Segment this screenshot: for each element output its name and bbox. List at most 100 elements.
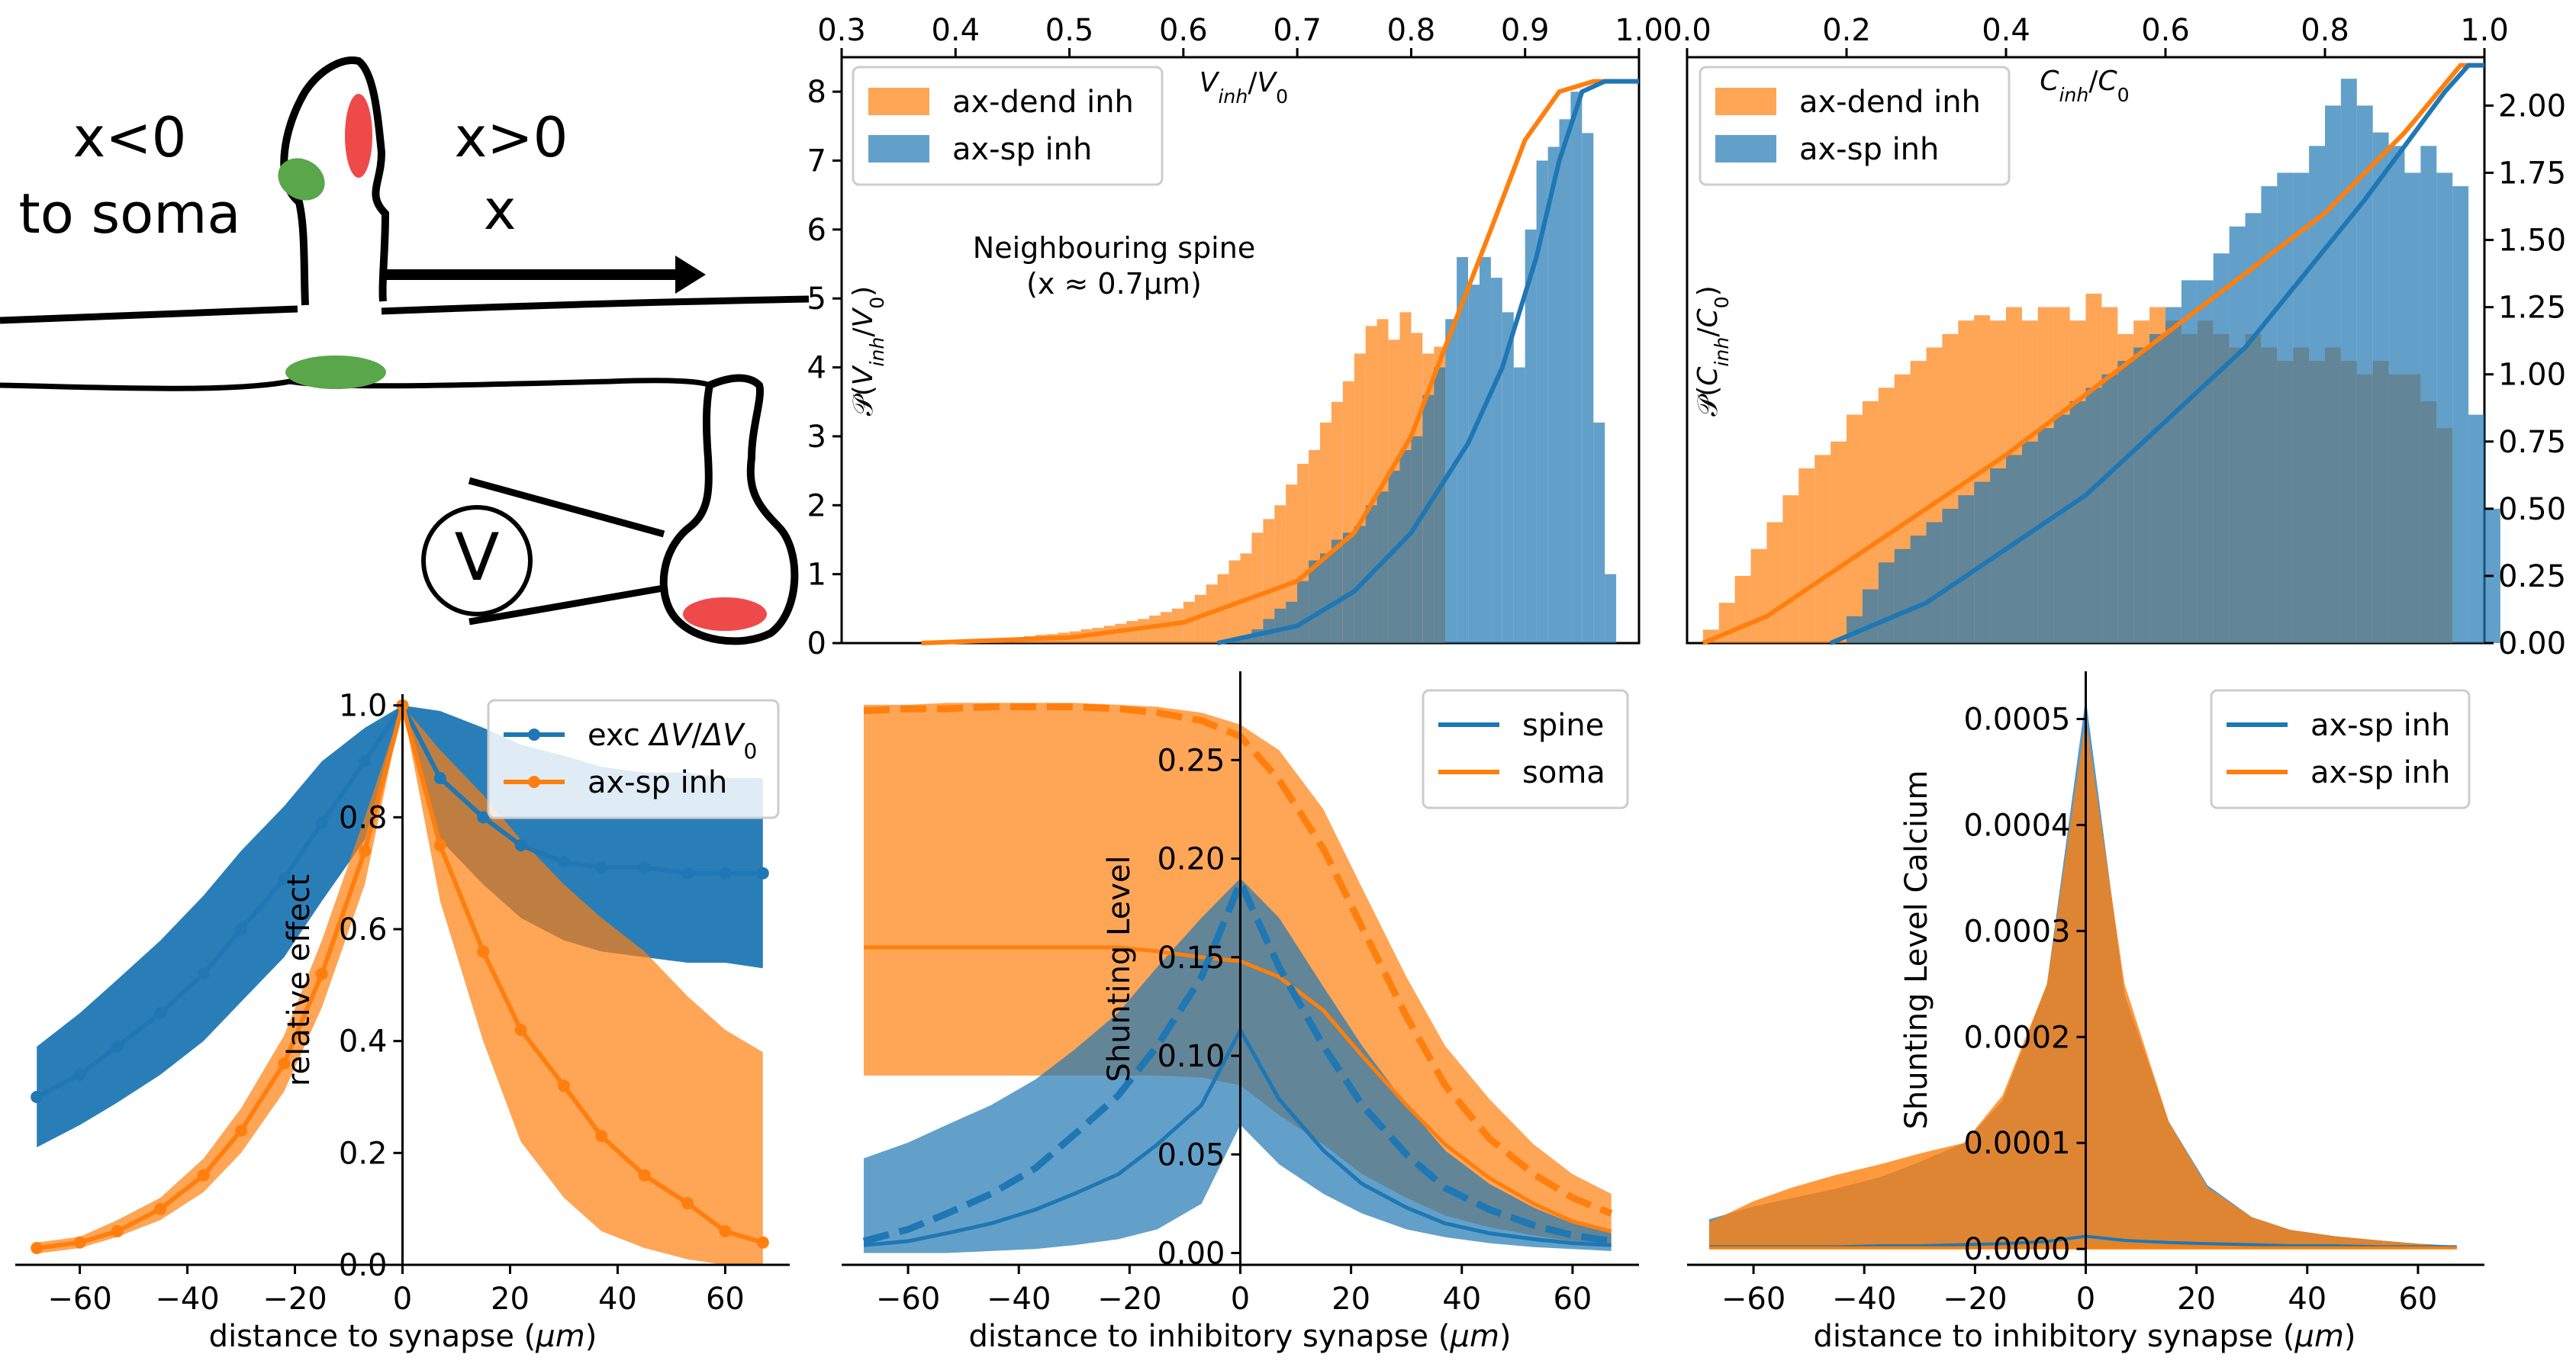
legend-marker-1 — [528, 776, 540, 788]
hist-c-xtick-label: 1.0 — [2460, 13, 2509, 48]
shunting-level-xtick-label: 60 — [1553, 1282, 1592, 1317]
hist-c-orange-bar — [1734, 575, 1751, 643]
hist-v-blue-bar — [1274, 608, 1286, 643]
hist-v-xtick-label: 0.3 — [817, 13, 866, 48]
hist-c-blue-bar — [2037, 428, 2054, 643]
legend-label-0: exc ΔV/ΔV0 — [588, 718, 757, 764]
relative-effect-point-orange — [154, 1202, 167, 1215]
hist-c-blue-bar — [1894, 548, 1911, 643]
relative-effect-point-orange — [111, 1225, 124, 1237]
hist-v-xtick-label: 0.7 — [1273, 13, 1322, 48]
legend-box — [1699, 66, 2011, 186]
shunting-level-ytick-label: 0.10 — [1157, 1039, 1225, 1074]
hist-c-orange-bar — [1847, 414, 1863, 643]
hist-v-orange-bar — [1251, 532, 1264, 643]
hist-v-annotation-1: Neighbouring spine — [973, 231, 1255, 265]
hist-c-blue-bar — [1910, 536, 1927, 643]
shunting-calcium-ytick-label: 0.0003 — [1964, 914, 2071, 949]
hist-v-ytick-label: 2 — [807, 488, 826, 523]
hist-c-ytick-label: 1.25 — [2498, 291, 2566, 326]
x-direction-arrow-head — [675, 256, 706, 294]
hist-c-blue-bar — [2436, 172, 2453, 643]
relative-effect-point-blue — [278, 873, 291, 885]
relative-effect-ylabel: relative effect — [282, 874, 317, 1086]
hist-c-orange-bar — [1862, 401, 1879, 643]
hist-c-orange-bar — [1814, 455, 1831, 643]
hist-v-blue-bar — [1445, 319, 1457, 643]
relative-effect-point-orange — [477, 945, 490, 958]
shunting-level-ytick-label: 0.05 — [1157, 1137, 1225, 1173]
relative-effect-xtick-label: 40 — [598, 1282, 637, 1317]
hist-v-blue-bar — [1411, 436, 1423, 643]
shunting-calcium-xtick-label: −40 — [1832, 1282, 1896, 1317]
hist-v-blue-bar — [1593, 422, 1605, 643]
bottom-spine-outline — [659, 374, 799, 645]
relative-effect-point-blue — [359, 755, 372, 767]
hist-c-blue-bar — [2229, 226, 2246, 643]
hist-c-orange-bar — [1750, 548, 1767, 643]
label-x-negative: x<0 — [73, 105, 187, 169]
hist-v-blue-bar — [1309, 560, 1320, 643]
hist-v-blue-bar — [1536, 160, 1548, 643]
hist-v-ytick-label: 3 — [807, 420, 826, 455]
hist-c-blue-bar — [2420, 146, 2437, 644]
relative-effect-xtick-label: 0 — [393, 1282, 412, 1317]
hist-c-ytick-label: 0.75 — [2498, 425, 2566, 460]
hist-v-ytick-label: 8 — [807, 75, 826, 110]
hist-v-xtick-label: 0.8 — [1387, 13, 1436, 48]
hist-v-orange-bar — [1171, 608, 1183, 643]
hist-c-cdf-blue — [1829, 63, 2484, 645]
hist-c-blue-bar — [2053, 414, 2070, 643]
shunting-calcium-ytick-label: 0.0001 — [1964, 1126, 2071, 1161]
label-to-soma: to soma — [19, 182, 241, 246]
hist-c-blue-bar — [2117, 361, 2134, 643]
relative-effect-point-orange — [638, 1169, 651, 1182]
relative-effect-point-blue — [154, 1007, 167, 1019]
hist-v-blue-bar — [1377, 491, 1389, 643]
hist-v-blue-bar — [1342, 532, 1354, 643]
hist-v-blue-bar — [1605, 574, 1617, 643]
relative-effect-point-blue — [558, 856, 570, 868]
hist-v-blue-bar — [1582, 133, 1594, 643]
relative-effect-point-blue — [514, 839, 527, 851]
relative-effect-point-orange — [73, 1236, 86, 1249]
relative-effect-ytick-label: 0.4 — [339, 1025, 388, 1060]
shunting-calcium-ytick-label: 0.0000 — [1964, 1232, 2071, 1267]
relative-effect-point-blue — [719, 867, 732, 880]
legend-box — [2210, 689, 2471, 809]
relative-effect-ytick-label: 0.2 — [339, 1136, 388, 1171]
hist-v-xtick-label: 0.4 — [931, 13, 980, 48]
hist-c-blue-bar — [2452, 186, 2469, 644]
hist-c-blue-bar — [2340, 79, 2357, 643]
hist-c-ytick-label: 1.00 — [2498, 358, 2566, 393]
hist-v-ytick-label: 1 — [807, 558, 826, 593]
shunting-level-xtick-label: 40 — [1442, 1282, 1481, 1317]
hist-c-blue-bar — [2021, 441, 2038, 643]
hist-v-xtick-label: 0.5 — [1045, 13, 1094, 48]
hist-v-orange-bar — [1149, 615, 1161, 643]
legend-swatch-1 — [1715, 135, 1776, 162]
neuron-sketch: V x<0 to soma x>0 x — [0, 56, 810, 645]
hist-c-blue-bar — [2085, 388, 2102, 643]
relative-effect-xtick-label: −20 — [262, 1282, 327, 1317]
relative-effect-xtick-label: −40 — [155, 1282, 219, 1317]
relative-effect-point-blue — [638, 861, 651, 874]
hist-c-blue-bar — [2006, 455, 2022, 643]
relative-effect-point-orange — [433, 839, 446, 851]
hist-v-ytick-label: 4 — [807, 351, 826, 386]
shunting-calcium-ytick-label: 0.0002 — [1964, 1020, 2071, 1055]
hist-v-blue-bar — [1468, 285, 1480, 643]
shunting-level-xtick-label: 0 — [1231, 1282, 1250, 1317]
hist-v-ylabel: 𝒫(Vinh/V0) — [848, 286, 888, 416]
hist-c-orange-bar — [1766, 522, 1783, 643]
relative-effect-point-blue — [681, 867, 694, 880]
hist-c-ytick-label: 1.75 — [2498, 156, 2566, 191]
hist-v-top-xlabel: Vinh/V0 — [1199, 67, 1288, 108]
shunting-calcium-xlabel: distance to inhibitory synapse (μm) — [1813, 1319, 2355, 1354]
shunting-calcium-ytick-label: 0.0005 — [1964, 703, 2071, 738]
hist-c-orange-bar — [1782, 495, 1799, 643]
legend-box — [852, 66, 1164, 186]
relative-effect-xtick-label: 60 — [706, 1282, 745, 1317]
